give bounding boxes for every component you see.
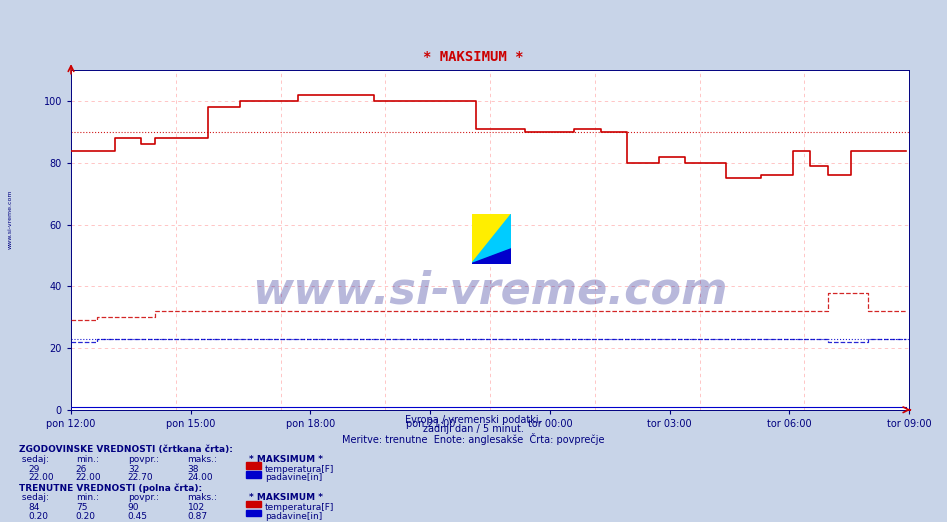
Text: 29: 29 <box>28 465 40 473</box>
Text: 22.70: 22.70 <box>128 473 153 482</box>
Text: Meritve: trenutne  Enote: anglesakše  Črta: povprečje: Meritve: trenutne Enote: anglesakše Črta… <box>342 433 605 445</box>
Text: 0.87: 0.87 <box>188 512 207 521</box>
Text: padavine[in]: padavine[in] <box>265 512 322 521</box>
Text: 0.20: 0.20 <box>28 512 48 521</box>
Text: sedaj:: sedaj: <box>19 455 49 464</box>
Text: www.si-vreme.com: www.si-vreme.com <box>8 189 12 249</box>
Text: 22.00: 22.00 <box>76 473 101 482</box>
Text: 75: 75 <box>76 503 87 512</box>
Text: 102: 102 <box>188 503 205 512</box>
Text: 0.20: 0.20 <box>76 512 96 521</box>
Text: * MAKSIMUM *: * MAKSIMUM * <box>249 455 323 464</box>
Text: min.:: min.: <box>76 455 98 464</box>
Text: sedaj:: sedaj: <box>19 493 49 502</box>
Text: 22.00: 22.00 <box>28 473 54 482</box>
Text: 26: 26 <box>76 465 87 473</box>
Text: Evropa / vremenski podatki,: Evropa / vremenski podatki, <box>405 415 542 425</box>
Text: TRENUTNE VREDNOSTI (polna črta):: TRENUTNE VREDNOSTI (polna črta): <box>19 483 202 493</box>
Text: padavine[in]: padavine[in] <box>265 473 322 482</box>
Text: 38: 38 <box>188 465 199 473</box>
Polygon shape <box>472 249 511 264</box>
Polygon shape <box>472 214 511 264</box>
Text: 24.00: 24.00 <box>188 473 213 482</box>
Text: povpr.:: povpr.: <box>128 455 159 464</box>
Polygon shape <box>472 214 511 264</box>
Text: 32: 32 <box>128 465 139 473</box>
Text: maks.:: maks.: <box>188 455 218 464</box>
Text: * MAKSIMUM *: * MAKSIMUM * <box>249 493 323 502</box>
Text: 84: 84 <box>28 503 40 512</box>
Text: temperatura[F]: temperatura[F] <box>265 465 334 473</box>
Text: 90: 90 <box>128 503 139 512</box>
Text: povpr.:: povpr.: <box>128 493 159 502</box>
Text: www.si-vreme.com: www.si-vreme.com <box>252 269 728 313</box>
Text: maks.:: maks.: <box>188 493 218 502</box>
Text: temperatura[F]: temperatura[F] <box>265 503 334 512</box>
Text: 0.45: 0.45 <box>128 512 148 521</box>
Text: min.:: min.: <box>76 493 98 502</box>
Text: ZGODOVINSKE VREDNOSTI (črtkana črta):: ZGODOVINSKE VREDNOSTI (črtkana črta): <box>19 445 233 454</box>
Text: zadnji dan / 5 minut.: zadnji dan / 5 minut. <box>423 424 524 434</box>
Text: * MAKSIMUM *: * MAKSIMUM * <box>423 50 524 64</box>
